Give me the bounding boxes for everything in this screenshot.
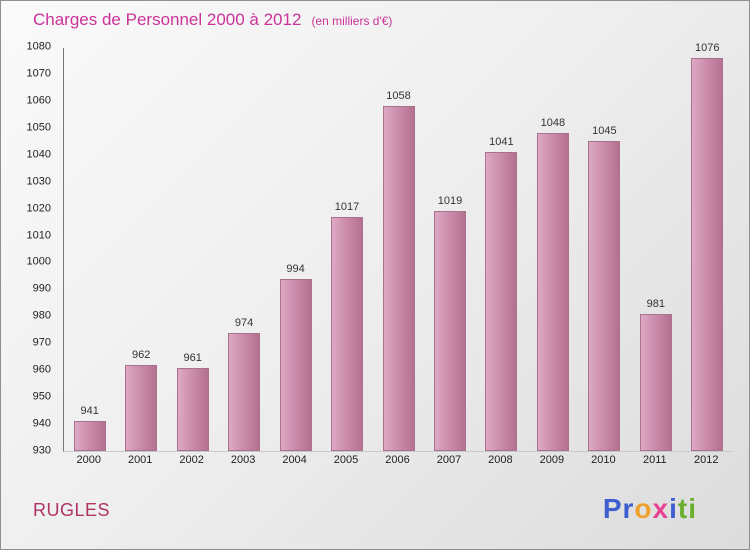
- y-tick-label: 940: [32, 417, 51, 430]
- bar-2005: [331, 216, 364, 451]
- bar-2002: [176, 367, 209, 451]
- logo-letter: o: [634, 493, 653, 524]
- y-tick-label: 1040: [26, 148, 51, 161]
- y-tick-label: 970: [32, 336, 51, 349]
- plot-area: 941 962 961 974 994 1017 1058 1019 1041 1048 1045 9…: [63, 42, 732, 452]
- bar-value-label: 1058: [386, 90, 411, 103]
- x-tick-label: 2000: [76, 454, 101, 466]
- y-tick-label: 1050: [26, 121, 51, 134]
- logo-letter: P: [602, 493, 623, 524]
- chart-header: Charges de Personnel 2000 à 2012 (en mill…: [33, 10, 392, 30]
- logo-letter: i: [669, 493, 678, 524]
- bar-2012: [691, 57, 724, 451]
- bar-value-label: 974: [234, 316, 254, 329]
- bar-value-label: 941: [80, 405, 99, 418]
- bar-2007: [433, 211, 466, 451]
- y-tick-label: 1060: [26, 94, 51, 107]
- x-axis-labels: 2000 2001 2002 2003 2004 2005 2006 2007 2008 2009…: [63, 454, 731, 470]
- x-tick-label: 2005: [333, 454, 359, 466]
- logo-letter: x: [652, 493, 670, 524]
- y-tick-label: 980: [32, 309, 51, 322]
- bar-value-label: 961: [183, 351, 202, 364]
- x-tick-label: 2009: [539, 454, 565, 466]
- chart-subtitle: (en milliers d'€): [311, 14, 393, 28]
- logo-letter: t: [677, 493, 689, 524]
- bar-value-label: 1019: [437, 195, 463, 208]
- y-tick-label: 1070: [26, 67, 51, 80]
- proxiti-logo: Proxiti: [603, 493, 697, 525]
- bar-2000: [73, 421, 106, 451]
- y-tick-label: 950: [32, 390, 51, 403]
- y-tick-label: 1000: [26, 255, 51, 268]
- x-tick-label: 2004: [282, 454, 307, 466]
- x-tick-label: 2002: [179, 454, 204, 466]
- bar-2004: [279, 278, 312, 451]
- bar-2003: [228, 332, 261, 451]
- x-tick-label: 2001: [127, 454, 153, 466]
- y-tick-label: 930: [32, 444, 51, 457]
- bar-value-label: 1076: [695, 41, 720, 54]
- bar-2010: [588, 141, 621, 451]
- bar-value-label: 981: [646, 297, 665, 310]
- bar-2008: [485, 152, 518, 451]
- chart-title: Charges de Personnel 2000 à 2012: [33, 10, 302, 29]
- bar-value-label: 962: [132, 348, 151, 361]
- x-tick-label: 2010: [591, 454, 616, 466]
- logo-letter: i: [688, 493, 697, 524]
- x-tick-label: 2003: [230, 454, 256, 466]
- bar-2001: [125, 364, 158, 451]
- x-tick-label: 2012: [694, 454, 719, 466]
- bar-value-label: 1045: [592, 125, 617, 138]
- y-tick-label: 1080: [26, 40, 51, 53]
- bar-2011: [639, 313, 672, 451]
- x-tick-label: 2011: [642, 454, 667, 466]
- y-axis-ticks: 930 940 950 960 970 980 990 1000 1010 1020 1030 104…: [1, 41, 59, 456]
- x-tick-label: 2008: [488, 454, 513, 466]
- y-tick-label: 1010: [26, 229, 51, 242]
- y-tick-label: 990: [32, 282, 51, 295]
- bar-2009: [536, 133, 569, 451]
- bar-value-label: 1048: [540, 117, 566, 130]
- bar-value-label: 994: [286, 262, 305, 275]
- commune-label: RUGLES: [33, 500, 111, 520]
- logo-letter: r: [622, 493, 635, 524]
- y-tick-label: 960: [32, 363, 51, 376]
- y-tick-label: 1030: [26, 175, 51, 188]
- bar-value-label: 1041: [489, 136, 514, 149]
- y-tick-label: 1020: [26, 202, 51, 215]
- bar-value-label: 1017: [334, 200, 360, 213]
- x-tick-label: 2006: [385, 454, 410, 466]
- bar-2006: [382, 106, 415, 451]
- x-tick-label: 2007: [436, 454, 462, 466]
